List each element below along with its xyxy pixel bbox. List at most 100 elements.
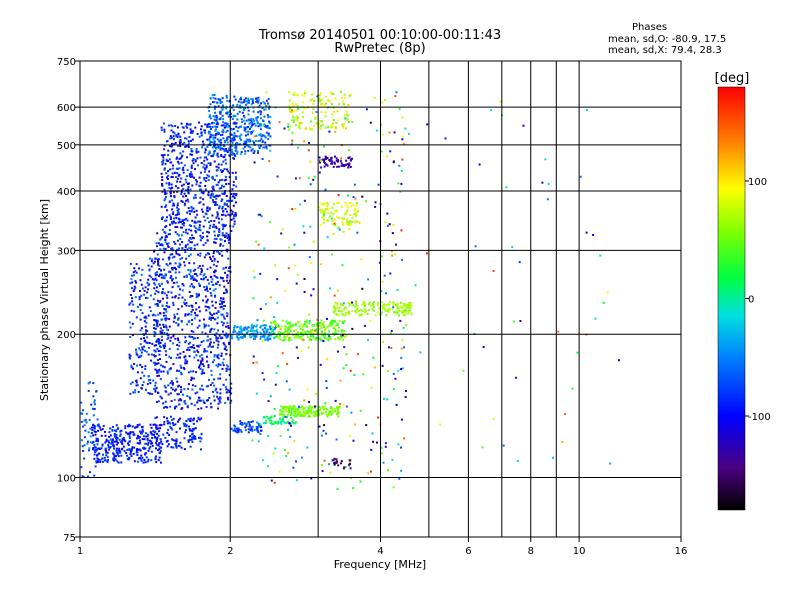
data-point	[83, 444, 86, 447]
data-point	[266, 328, 269, 331]
data-point	[170, 275, 173, 278]
data-point	[173, 317, 176, 320]
data-point	[402, 142, 405, 145]
data-point	[214, 136, 217, 139]
data-point	[253, 119, 256, 122]
data-point	[184, 423, 187, 426]
data-point	[154, 384, 157, 387]
data-point	[204, 185, 207, 187]
data-point	[303, 291, 306, 293]
data-point	[115, 449, 118, 452]
data-point	[175, 171, 178, 174]
data-point	[92, 382, 95, 385]
data-point	[217, 363, 220, 366]
data-point	[245, 103, 248, 106]
data-point	[269, 296, 272, 299]
data-point	[282, 332, 285, 335]
data-point	[89, 381, 91, 384]
data-point	[234, 213, 237, 216]
data-point	[289, 110, 292, 113]
data-point	[295, 93, 298, 96]
data-point	[178, 254, 181, 257]
data-point	[557, 330, 560, 333]
data-point	[92, 446, 95, 449]
data-point	[351, 220, 354, 223]
data-point	[147, 449, 150, 452]
data-point	[356, 305, 359, 308]
data-point	[253, 338, 255, 341]
data-point	[154, 381, 157, 384]
data-point	[129, 392, 132, 395]
data-point	[169, 262, 171, 265]
data-point	[141, 429, 144, 432]
data-point	[210, 351, 212, 354]
data-point	[345, 221, 348, 223]
data-point	[331, 319, 334, 322]
data-point	[160, 276, 163, 279]
data-point	[336, 306, 338, 309]
data-point	[317, 327, 320, 330]
data-point	[247, 99, 250, 102]
data-point	[321, 120, 324, 123]
data-point	[334, 130, 337, 133]
data-point	[353, 374, 356, 376]
data-point	[177, 126, 179, 129]
data-point	[213, 94, 216, 96]
data-point	[192, 158, 195, 160]
data-point	[95, 449, 98, 451]
data-point	[142, 430, 144, 433]
data-point	[319, 202, 322, 205]
data-point	[262, 319, 265, 322]
data-point	[212, 252, 215, 255]
data-point	[242, 119, 245, 122]
data-point	[403, 346, 405, 349]
data-point	[216, 101, 219, 104]
data-point	[327, 203, 329, 206]
data-point	[291, 131, 294, 134]
data-point	[303, 278, 306, 280]
data-point	[137, 436, 140, 439]
data-point	[219, 299, 222, 302]
data-point	[250, 421, 253, 423]
data-point	[159, 350, 162, 352]
data-point	[179, 441, 182, 444]
data-point	[263, 115, 266, 118]
data-point	[193, 273, 196, 275]
data-point	[376, 129, 379, 132]
data-point	[189, 417, 192, 420]
data-point	[106, 460, 109, 463]
data-point	[139, 355, 142, 358]
data-point	[194, 227, 197, 230]
data-point	[174, 337, 177, 340]
data-point	[368, 303, 371, 306]
data-point	[195, 231, 198, 234]
data-point	[210, 219, 213, 222]
data-point	[145, 317, 148, 320]
data-point	[171, 208, 174, 211]
data-point	[215, 194, 218, 197]
data-point	[154, 257, 157, 260]
data-point	[372, 302, 374, 305]
data-point	[190, 150, 193, 153]
data-point	[127, 444, 130, 446]
data-point	[157, 261, 160, 264]
data-point	[113, 454, 116, 457]
data-point	[308, 142, 310, 144]
data-point	[287, 125, 290, 128]
data-point	[293, 440, 296, 442]
data-point	[267, 116, 270, 119]
data-point	[361, 195, 364, 198]
data-point	[263, 247, 266, 250]
data-point	[319, 324, 321, 327]
data-point	[314, 116, 317, 119]
data-point	[482, 346, 485, 348]
data-point	[147, 288, 149, 291]
data-point	[168, 214, 171, 217]
data-point	[162, 159, 165, 162]
data-point	[175, 388, 178, 391]
data-point	[165, 196, 167, 199]
data-point	[200, 354, 203, 356]
data-point	[176, 206, 179, 209]
data-point	[221, 147, 224, 150]
data-point	[347, 149, 350, 152]
